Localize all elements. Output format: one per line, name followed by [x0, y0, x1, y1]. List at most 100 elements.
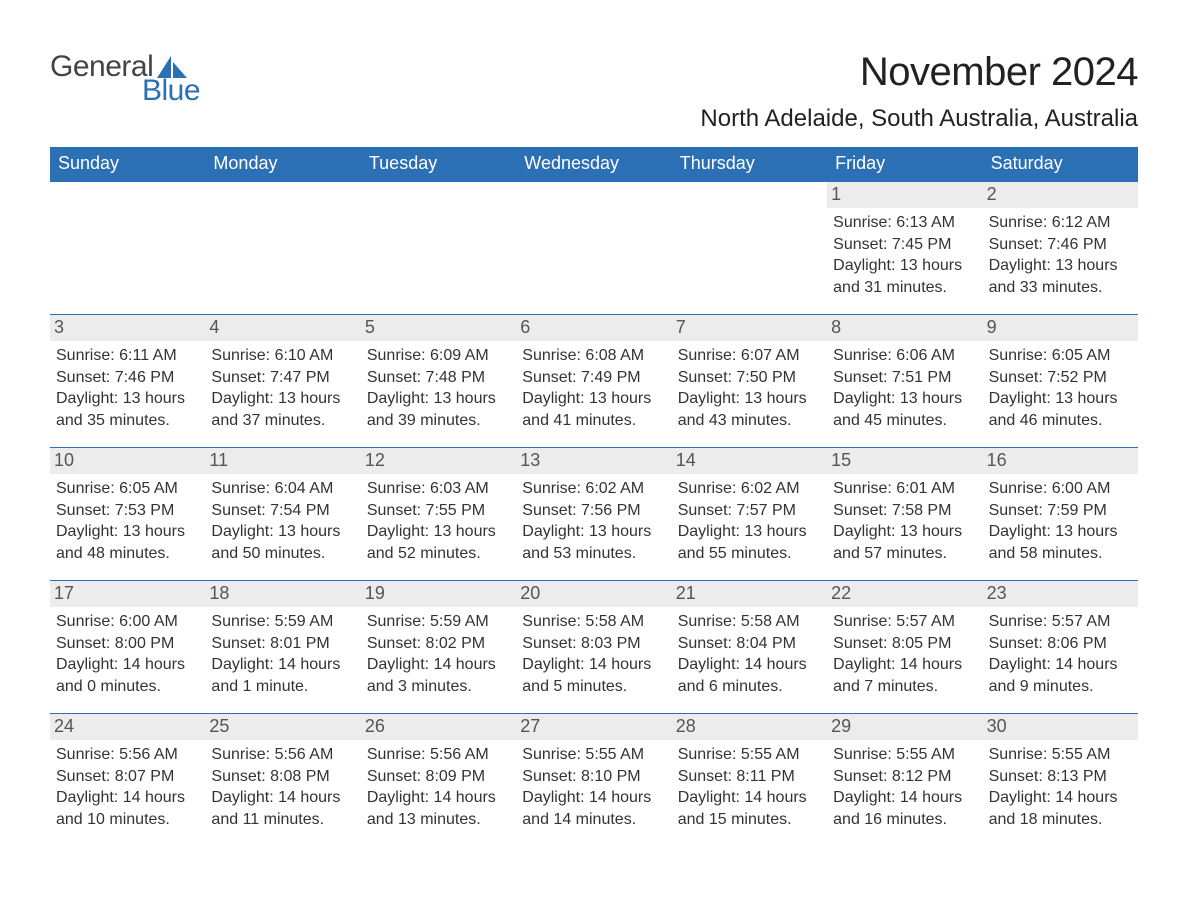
day-number: 20	[516, 581, 671, 607]
day-cell: 13Sunrise: 6:02 AMSunset: 7:56 PMDayligh…	[516, 448, 671, 580]
sunset-label: Sunset: 8:06 PM	[989, 633, 1132, 655]
sunrise-label: Sunrise: 6:12 AM	[989, 212, 1132, 234]
day-number: 2	[983, 182, 1138, 208]
sunrise-label: Sunrise: 6:11 AM	[56, 345, 199, 367]
sunset-label: Sunset: 7:46 PM	[56, 367, 199, 389]
day-number: 13	[516, 448, 671, 474]
sunset-label: Sunset: 7:52 PM	[989, 367, 1132, 389]
daylight1-label: Daylight: 13 hours	[833, 255, 976, 277]
sunset-label: Sunset: 8:09 PM	[367, 766, 510, 788]
day-number: 6	[516, 315, 671, 341]
day-number: 7	[672, 315, 827, 341]
daylight1-label: Daylight: 13 hours	[522, 388, 665, 410]
sunset-label: Sunset: 8:12 PM	[833, 766, 976, 788]
daylight1-label: Daylight: 14 hours	[211, 654, 354, 676]
sunset-label: Sunset: 8:08 PM	[211, 766, 354, 788]
day-number: 19	[361, 581, 516, 607]
sunrise-label: Sunrise: 6:02 AM	[678, 478, 821, 500]
day-cell: 24Sunrise: 5:56 AMSunset: 8:07 PMDayligh…	[50, 714, 205, 846]
daylight2-label: and 50 minutes.	[211, 543, 354, 565]
day-number: 26	[361, 714, 516, 740]
daylight1-label: Daylight: 14 hours	[833, 787, 976, 809]
sunrise-label: Sunrise: 5:55 AM	[833, 744, 976, 766]
sunrise-label: Sunrise: 5:55 AM	[522, 744, 665, 766]
week-row: 24Sunrise: 5:56 AMSunset: 8:07 PMDayligh…	[50, 713, 1138, 846]
sunrise-label: Sunrise: 5:58 AM	[678, 611, 821, 633]
day-cell: 28Sunrise: 5:55 AMSunset: 8:11 PMDayligh…	[672, 714, 827, 846]
sunrise-label: Sunrise: 6:07 AM	[678, 345, 821, 367]
daylight1-label: Daylight: 13 hours	[833, 388, 976, 410]
sunset-label: Sunset: 8:01 PM	[211, 633, 354, 655]
week-row: 1Sunrise: 6:13 AMSunset: 7:45 PMDaylight…	[50, 181, 1138, 314]
logo: General Blue	[50, 50, 200, 108]
header: General Blue November 2024 North Adelaid…	[50, 50, 1138, 133]
daylight2-label: and 37 minutes.	[211, 410, 354, 432]
day-cell	[516, 182, 671, 314]
day-cell: 18Sunrise: 5:59 AMSunset: 8:01 PMDayligh…	[205, 581, 360, 713]
sunset-label: Sunset: 7:54 PM	[211, 500, 354, 522]
sunset-label: Sunset: 7:51 PM	[833, 367, 976, 389]
daylight2-label: and 46 minutes.	[989, 410, 1132, 432]
day-cell: 26Sunrise: 5:56 AMSunset: 8:09 PMDayligh…	[361, 714, 516, 846]
daylight2-label: and 15 minutes.	[678, 809, 821, 831]
day-number: 12	[361, 448, 516, 474]
sunset-label: Sunset: 7:56 PM	[522, 500, 665, 522]
daylight1-label: Daylight: 14 hours	[211, 787, 354, 809]
daylight1-label: Daylight: 13 hours	[367, 521, 510, 543]
day-cell	[50, 182, 205, 314]
daylight2-label: and 55 minutes.	[678, 543, 821, 565]
day-number: 21	[672, 581, 827, 607]
sunset-label: Sunset: 8:13 PM	[989, 766, 1132, 788]
daylight1-label: Daylight: 13 hours	[989, 521, 1132, 543]
day-cell: 22Sunrise: 5:57 AMSunset: 8:05 PMDayligh…	[827, 581, 982, 713]
sunrise-label: Sunrise: 6:10 AM	[211, 345, 354, 367]
day-cell: 27Sunrise: 5:55 AMSunset: 8:10 PMDayligh…	[516, 714, 671, 846]
day-cell: 9Sunrise: 6:05 AMSunset: 7:52 PMDaylight…	[983, 315, 1138, 447]
daylight2-label: and 52 minutes.	[367, 543, 510, 565]
sunset-label: Sunset: 7:58 PM	[833, 500, 976, 522]
day-number: 5	[361, 315, 516, 341]
daylight2-label: and 9 minutes.	[989, 676, 1132, 698]
daylight2-label: and 31 minutes.	[833, 277, 976, 299]
daylight2-label: and 33 minutes.	[989, 277, 1132, 299]
day-number: 9	[983, 315, 1138, 341]
day-cell: 2Sunrise: 6:12 AMSunset: 7:46 PMDaylight…	[983, 182, 1138, 314]
day-cell: 10Sunrise: 6:05 AMSunset: 7:53 PMDayligh…	[50, 448, 205, 580]
daylight1-label: Daylight: 13 hours	[678, 521, 821, 543]
day-header: Tuesday	[361, 147, 516, 181]
week-row: 17Sunrise: 6:00 AMSunset: 8:00 PMDayligh…	[50, 580, 1138, 713]
daylight2-label: and 41 minutes.	[522, 410, 665, 432]
location-label: North Adelaide, South Australia, Austral…	[700, 105, 1138, 133]
day-cell: 5Sunrise: 6:09 AMSunset: 7:48 PMDaylight…	[361, 315, 516, 447]
day-header: Saturday	[983, 147, 1138, 181]
day-cell: 11Sunrise: 6:04 AMSunset: 7:54 PMDayligh…	[205, 448, 360, 580]
day-number: 25	[205, 714, 360, 740]
sunrise-label: Sunrise: 5:56 AM	[211, 744, 354, 766]
sunset-label: Sunset: 7:55 PM	[367, 500, 510, 522]
daylight2-label: and 0 minutes.	[56, 676, 199, 698]
week-row: 10Sunrise: 6:05 AMSunset: 7:53 PMDayligh…	[50, 447, 1138, 580]
daylight2-label: and 43 minutes.	[678, 410, 821, 432]
weeks-container: 1Sunrise: 6:13 AMSunset: 7:45 PMDaylight…	[50, 181, 1138, 846]
sunset-label: Sunset: 7:45 PM	[833, 234, 976, 256]
page-title: November 2024	[700, 50, 1138, 95]
daylight1-label: Daylight: 13 hours	[833, 521, 976, 543]
sunrise-label: Sunrise: 6:05 AM	[56, 478, 199, 500]
day-number: 8	[827, 315, 982, 341]
sunset-label: Sunset: 8:10 PM	[522, 766, 665, 788]
sunset-label: Sunset: 7:57 PM	[678, 500, 821, 522]
sunrise-label: Sunrise: 6:01 AM	[833, 478, 976, 500]
day-cell: 14Sunrise: 6:02 AMSunset: 7:57 PMDayligh…	[672, 448, 827, 580]
day-cell	[205, 182, 360, 314]
sunrise-label: Sunrise: 5:57 AM	[989, 611, 1132, 633]
daylight2-label: and 39 minutes.	[367, 410, 510, 432]
sunset-label: Sunset: 7:47 PM	[211, 367, 354, 389]
daylight1-label: Daylight: 13 hours	[56, 388, 199, 410]
week-row: 3Sunrise: 6:11 AMSunset: 7:46 PMDaylight…	[50, 314, 1138, 447]
day-number: 3	[50, 315, 205, 341]
daylight2-label: and 11 minutes.	[211, 809, 354, 831]
day-cell	[672, 182, 827, 314]
daylight1-label: Daylight: 13 hours	[367, 388, 510, 410]
day-cell: 17Sunrise: 6:00 AMSunset: 8:00 PMDayligh…	[50, 581, 205, 713]
daylight2-label: and 58 minutes.	[989, 543, 1132, 565]
